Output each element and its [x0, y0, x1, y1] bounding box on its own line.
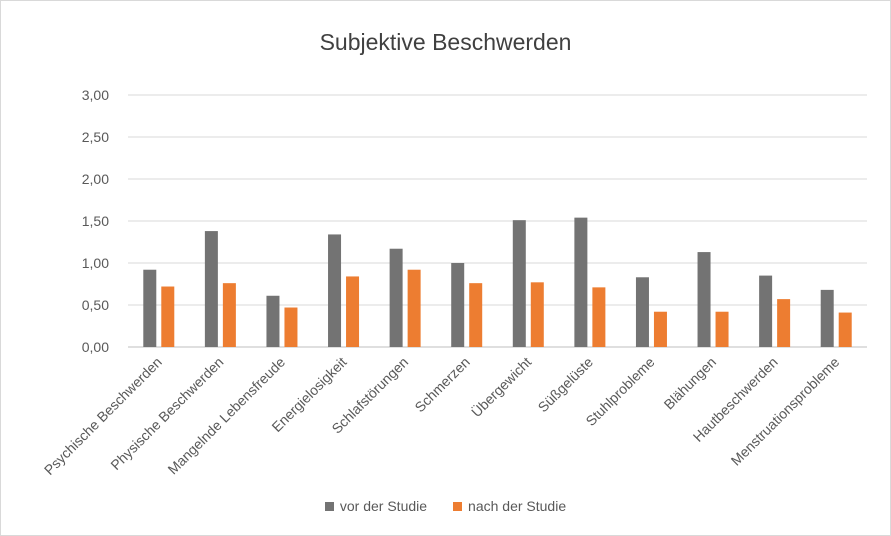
bar-vor — [389, 248, 403, 347]
legend-label-nach: nach der Studie — [468, 498, 567, 514]
bar-nach — [530, 282, 544, 347]
y-tick-label: 3,00 — [82, 87, 109, 103]
bar-vor — [820, 289, 834, 347]
chart-legend: vor der Studie nach der Studie — [1, 498, 890, 514]
bar-nach — [469, 283, 483, 347]
bar-vor — [143, 269, 157, 347]
bar-nach — [592, 287, 606, 347]
x-tick-label: Psychische Beschwerden — [41, 354, 165, 478]
y-tick-label: 0,50 — [82, 297, 109, 313]
bar-nach — [346, 276, 360, 347]
legend-item-vor: vor der Studie — [324, 498, 428, 514]
bar-vor — [266, 295, 280, 347]
bar-vor — [759, 275, 773, 347]
legend-label-vor: vor der Studie — [339, 498, 428, 514]
bar-vor — [328, 234, 342, 347]
bar-nach — [653, 311, 667, 347]
x-tick-label: Übergewicht — [467, 353, 534, 420]
bar-nach — [222, 283, 236, 347]
bar-vor — [512, 220, 526, 347]
bar-vor — [635, 277, 649, 347]
y-tick-label: 0,00 — [82, 339, 109, 355]
legend-swatch-nach — [453, 501, 463, 511]
bar-nach — [838, 312, 852, 347]
x-tick-label: Süßgelüste — [535, 354, 597, 416]
x-tick-label: Menstruationsprobleme — [728, 354, 843, 469]
bar-nach — [777, 299, 791, 347]
y-tick-label: 1,00 — [82, 255, 109, 271]
bar-vor — [574, 217, 588, 347]
bar-vor — [204, 231, 218, 347]
legend-item-nach: nach der Studie — [453, 498, 566, 514]
x-tick-label: Blähungen — [661, 354, 720, 413]
chart-title: Subjektive Beschwerden — [319, 29, 572, 55]
y-tick-label: 2,50 — [82, 129, 109, 145]
x-tick-label: Schmerzen — [411, 354, 472, 415]
bar-vor — [697, 252, 711, 347]
legend-swatch-vor — [324, 501, 334, 511]
bar-nach — [161, 286, 175, 347]
bar-nach — [715, 311, 729, 347]
y-tick-label: 1,50 — [82, 213, 109, 229]
bar-nach — [284, 307, 298, 347]
x-tick-label: Physische Beschwerden — [107, 354, 226, 473]
x-tick-label: Mangelnde Lebensfreude — [164, 354, 288, 478]
bar-vor — [451, 263, 465, 347]
y-tick-label: 2,00 — [82, 171, 109, 187]
bar-nach — [407, 269, 421, 347]
